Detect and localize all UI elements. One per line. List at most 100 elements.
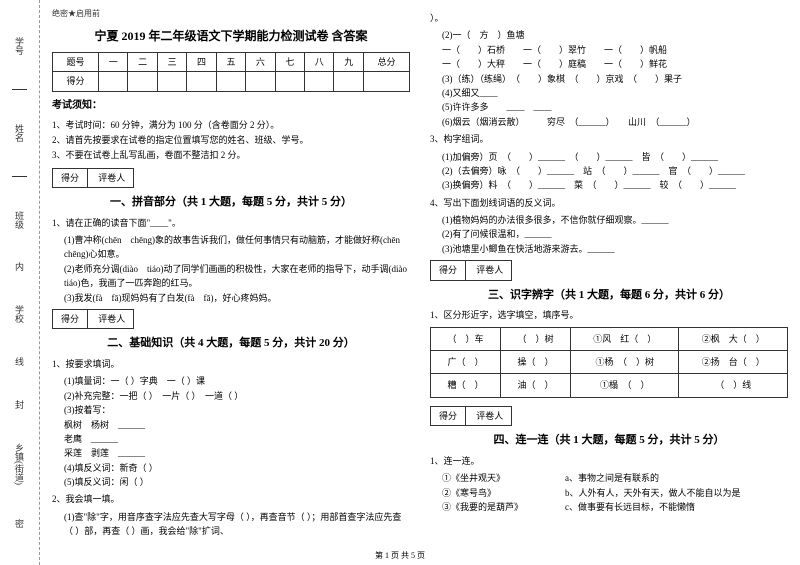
r-q3: 3、构字组词。	[430, 132, 788, 146]
char-cell: ②枫 大（ ）	[679, 327, 788, 350]
score-header: 题号	[53, 52, 99, 71]
q2-sub3a: 枫树 杨树 ______	[64, 418, 410, 432]
s4-right2: b、人外有人，天外有天，做人不能自以为是	[565, 486, 741, 500]
binding-margin: 学号 姓名 班级 内 学校 线 封 乡镇(街道) 密	[0, 0, 40, 565]
right-column: ）。 (2)一（ 方 ）鱼塘 一（ ）石桥 一（ ）翠竹 一（ ）帆船 一（ ）…	[430, 8, 788, 557]
score-box: 得分 评卷人	[430, 260, 512, 280]
char-cell: 操（ ）	[500, 351, 570, 374]
score-label: 得分	[431, 261, 466, 279]
exam-title: 宁夏 2019 年二年级语文下学期能力检测试卷 含答案	[52, 27, 410, 46]
r-sub2a: (2)一（ 方 ）鱼塘	[442, 28, 788, 42]
s3-q1: 1、区分形近字，选字填空，填序号。	[430, 308, 788, 322]
r-sub4: (4)又细又____	[442, 86, 788, 100]
grader-label: 评卷人	[90, 310, 133, 328]
binding-feng: 封	[13, 400, 26, 409]
q2-sub5: (5)填反义词：闲（ ）	[64, 475, 410, 489]
score-header: 三	[157, 52, 186, 71]
r-q4: 4、写出下面划线词语的反义词。	[430, 196, 788, 210]
rules-list: 1、考试时间：60 分钟，满分为 100 分（含卷面分 2 分）。 2、请首先按…	[52, 118, 410, 164]
q2-sub6: (1)查"除"字，用音序查字法应先查大写字母（ ），再查音节（ ）；用部首查字法…	[64, 510, 410, 539]
score-box: 得分 评卷人	[52, 309, 134, 329]
q2-sub2: (2)补充完整：一把（ ） 一片（ ） 一道（ ）	[64, 389, 410, 403]
section-3-title: 三、识字辨字（共 1 大题，每题 6 分，共计 6 分）	[430, 287, 788, 305]
left-column: 绝密★启用前 宁夏 2019 年二年级语文下学期能力检测试卷 含答案 题号 一 …	[52, 8, 410, 557]
section-1-title: 一、拼音部分（共 1 大题，每题 5 分，共计 5 分）	[52, 194, 410, 212]
score-header: 总分	[363, 52, 409, 71]
char-cell: 糟（ ）	[431, 374, 501, 397]
rule-item: 1、考试时间：60 分钟，满分为 100 分（含卷面分 2 分）。	[52, 118, 410, 133]
char-cell: 广（ ）	[431, 351, 501, 374]
secret-label: 绝密★启用前	[52, 8, 410, 21]
binding-xuehao: 学号	[13, 37, 26, 55]
binding-line	[12, 176, 27, 177]
score-label: 得分	[53, 310, 88, 328]
char-cell: ②扬 台（ ）	[679, 351, 788, 374]
page-footer: 第 1 页 共 5 页	[0, 550, 800, 561]
score-box: 得分 评卷人	[430, 406, 512, 426]
char-cell: （ ）车	[431, 327, 501, 350]
rules-heading: 考试须知：	[52, 98, 410, 114]
q2-sub4: (4)填反义词：新奇（ ）	[64, 461, 410, 475]
r-sub4a: (1)植物妈妈的办法很多很多，不信你就仔细观察。______	[442, 213, 788, 227]
score-label: 得分	[431, 407, 466, 425]
grader-label: 评卷人	[468, 407, 511, 425]
section-4-title: 四、连一连（共 1 大题，每题 5 分，共计 5 分）	[430, 432, 788, 450]
grader-label: 评卷人	[468, 261, 511, 279]
score-table: 题号 一 二 三 四 五 六 七 八 九 总分 得分	[52, 52, 410, 92]
q1: 1、请在正确的读音下面"____"。	[52, 216, 410, 230]
r-sub2b: 一（ ）石桥 一（ ）翠竹 一（ ）帆船	[442, 43, 788, 57]
r-sub6: (6)烟云（烟消云散） 穷尽 （______） 山川 （______）	[442, 115, 788, 129]
score-header: 七	[275, 52, 304, 71]
binding-nei: 内	[13, 262, 26, 271]
r-pre: ）。	[430, 11, 788, 25]
q2-sub3b: 老鹰 ______	[64, 432, 410, 446]
r-sub3b: (2)（去偏旁）咏 （ ）______ 站 （ ）______ 官 （ ）___…	[442, 164, 788, 178]
r-sub3: (3)（练）（练绳） （ ）象棋 （ ）京戏 （ ）果子	[442, 72, 788, 86]
q1-sub2: (2)老师充分调(diào tiáo)动了同学们画画的积极性，大家在老师的指导下…	[64, 262, 410, 291]
char-cell: （ ）线	[679, 374, 788, 397]
binding-xuexiao: 学校	[13, 305, 26, 323]
char-cell: （ ）树	[500, 327, 570, 350]
binding-line	[12, 89, 27, 90]
binding-xian: 线	[13, 357, 26, 366]
q2-sub1: (1)填量词：一（ ）字典 一（ ）课	[64, 374, 410, 388]
binding-xiangzhen: 乡镇(街道)	[13, 443, 26, 485]
score-header: 九	[334, 52, 363, 71]
rule-item: 3、不要在试卷上乱写乱画，卷面不整洁扣 2 分。	[52, 148, 410, 163]
r-sub2c: 一（ ）大秤 一（ ）庭稿 一（ ）鲜花	[442, 57, 788, 71]
rule-item: 2、请首先按要求在试卷的指定位置填写您的姓名、班级、学号。	[52, 133, 410, 148]
s4-left1: ①《坐井观天》	[442, 471, 523, 485]
r-sub4b: (2)有了问候很温和，______	[442, 227, 788, 241]
score-box: 得分 评卷人	[52, 168, 134, 188]
q1-sub3: (3)我发(fà fā)现妈妈有了白发(fà fā)，好心疼妈妈。	[64, 291, 410, 305]
s4-q1: 1、连一连。	[430, 454, 788, 468]
r-sub4c: (3)池塘里小鲫鱼在快活地游来游去。______	[442, 242, 788, 256]
r-sub5: (5)许许多多 ____ ____	[442, 100, 788, 114]
binding-mi: 密	[13, 519, 26, 528]
s4-right1: a、事物之间是有联系的	[565, 471, 741, 485]
char-cell: ①杨 （ ）树	[570, 351, 679, 374]
grader-label: 评卷人	[90, 169, 133, 187]
r-sub3c: (3)换偏旁）料 （ ）______ 菜 （ ）______ 较 （ ）____…	[442, 178, 788, 192]
s4-left3: ③《我要的是葫芦》	[442, 500, 523, 514]
char-cell: ①风 红（ ）	[570, 327, 679, 350]
s4-left2: ②《寒号鸟》	[442, 486, 523, 500]
binding-banji: 班级	[13, 211, 26, 229]
q2-sub3c: 采莲 剥莲 ______	[64, 446, 410, 460]
q2-2: 2、我会填一填。	[52, 492, 410, 506]
q1-sub1: (1)曹冲称(chēn chēng)象的故事告诉我们，做任何事情只有动脑筋，才能…	[64, 233, 410, 262]
q2-sub3: (3)按着写：	[64, 403, 410, 417]
r-sub3a: (1)加偏旁）页 （ ）______ （ ）______ 皆 （ ）______	[442, 150, 788, 164]
section-2-title: 二、基础知识（共 4 大题，每题 5 分，共计 20 分）	[52, 335, 410, 353]
score-header: 六	[246, 52, 275, 71]
s4-right3: c、做事要有长远目标，不能懒惰	[565, 500, 741, 514]
score-header: 二	[128, 52, 157, 71]
binding-xingming: 姓名	[13, 124, 26, 142]
char-table: （ ）车 （ ）树 ①风 红（ ） ②枫 大（ ） 广（ ） 操（ ） ①杨 （…	[430, 327, 788, 398]
char-cell: ①榻 （ ）	[570, 374, 679, 397]
score-header: 一	[98, 52, 127, 71]
score-label: 得分	[53, 169, 88, 187]
score-header: 八	[305, 52, 334, 71]
score-header: 五	[216, 52, 245, 71]
q2-1: 1、按要求填词。	[52, 357, 410, 371]
